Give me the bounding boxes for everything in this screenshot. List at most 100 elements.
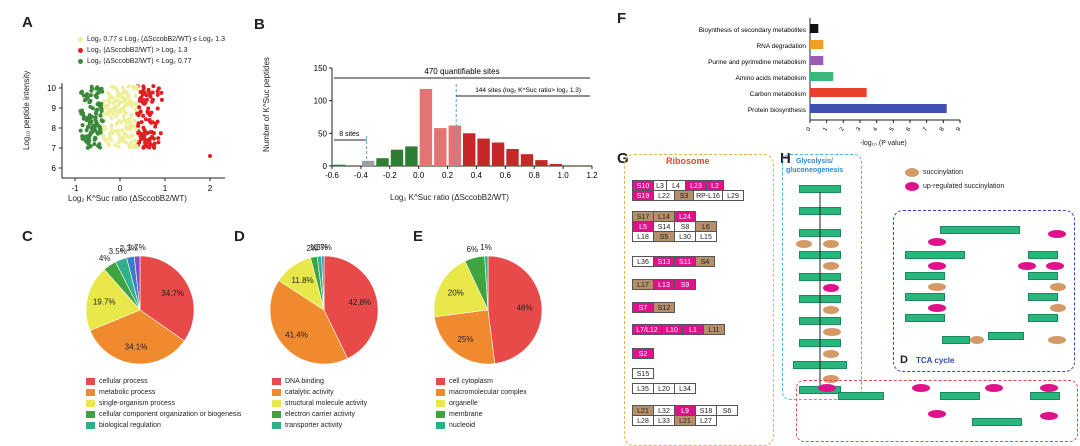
legend-text: Log₂ (ΔSccobB2/WT) < Log₂ 0.77 — [87, 57, 192, 65]
enzyme-oval — [823, 240, 839, 248]
protein-box: L22 — [653, 190, 675, 201]
metabolite-box — [905, 251, 965, 259]
protein-box: S12 — [653, 302, 675, 313]
data-point — [155, 106, 160, 111]
data-point — [96, 90, 101, 95]
legend-swatch — [86, 400, 95, 407]
histogram-bar — [506, 149, 519, 166]
data-point — [80, 89, 84, 94]
x-tick-label: 3 — [856, 126, 863, 132]
data-point — [138, 137, 143, 142]
data-point — [78, 109, 83, 113]
data-point — [159, 97, 164, 102]
data-point — [128, 116, 133, 121]
enzyme-oval — [796, 240, 812, 248]
protein-box: RP-L16 — [693, 190, 723, 201]
pie-value-label: 2.3% — [120, 244, 138, 253]
data-point — [106, 142, 111, 146]
enzyme-oval — [1040, 412, 1058, 420]
enzyme-oval — [1040, 384, 1058, 392]
x-tick-label: 0.0 — [413, 171, 425, 180]
protein-box: L11 — [703, 324, 725, 335]
data-point — [144, 93, 149, 98]
protein-box: S2 — [632, 348, 654, 359]
y-tick-label: 0 — [323, 162, 328, 171]
enzyme-oval — [928, 238, 946, 246]
data-point — [121, 114, 126, 119]
data-point — [141, 145, 146, 150]
x-tick-label: 8 — [939, 126, 946, 132]
metabolite-box — [1030, 392, 1060, 400]
legend-text: single-organism process — [99, 399, 175, 407]
metabolite-box — [1028, 293, 1058, 301]
glycolysis-title-1: Glycolysis/ — [796, 158, 833, 165]
legend-text: metabolic process — [99, 388, 156, 396]
protein-box: S7 — [632, 302, 654, 313]
data-point — [156, 136, 161, 141]
legend-dot — [78, 48, 83, 53]
x-tick-label: -0.4 — [354, 171, 368, 180]
pie-value-label: 2% — [306, 244, 318, 253]
data-point — [122, 103, 127, 108]
y-tick-label: 10 — [47, 84, 56, 93]
ribosome-row: L35 L20 L34 — [632, 383, 696, 394]
histogram-bar — [333, 164, 346, 166]
category-bar — [810, 88, 867, 97]
metabolite-box — [905, 314, 945, 322]
protein-box: L33 — [653, 415, 675, 426]
data-point — [129, 100, 134, 105]
legend-swatch — [272, 422, 281, 429]
panel-a-scatter: 10 9 8 7 6 -1 0 1 2 — [47, 83, 225, 193]
pie-slice — [89, 309, 185, 365]
data-point — [155, 92, 160, 97]
data-point — [92, 137, 97, 142]
tca-frame — [893, 210, 1075, 372]
data-point — [116, 119, 121, 123]
pie-value-label: 25% — [457, 335, 473, 344]
x-tick-label: 5 — [889, 126, 896, 132]
data-point — [145, 140, 150, 145]
data-point — [114, 114, 119, 118]
enzyme-oval — [1048, 336, 1066, 344]
legend-dot — [78, 37, 83, 42]
protein-box: L27 — [695, 415, 717, 426]
metabolite-box — [972, 418, 1022, 426]
data-point — [148, 92, 153, 96]
data-point — [102, 99, 106, 104]
metabolite-box — [988, 332, 1024, 340]
pie-value-label: 41.4% — [285, 330, 308, 339]
legend-text: DNA binding — [285, 377, 324, 385]
data-point — [83, 138, 88, 143]
y-tick-label: 9 — [52, 104, 57, 113]
x-tick-label: 1 — [163, 184, 168, 193]
histogram-bar — [419, 88, 433, 166]
legend-text: catalytic activity — [285, 388, 334, 396]
protein-box: S3 — [674, 190, 694, 201]
left-sites-label: 8 sites — [339, 131, 360, 138]
histogram-bar — [535, 160, 548, 166]
data-point — [111, 101, 116, 105]
legend-text: transporter activity — [285, 421, 343, 429]
right-sites-label: 144 sites (log₂ K^Suc ratio> log₂ 1.3) — [475, 87, 581, 94]
data-point — [122, 117, 127, 122]
protein-box: L36 — [632, 256, 654, 267]
legend-text: organelle — [449, 399, 478, 407]
legend-dot — [78, 59, 83, 64]
data-point — [120, 85, 125, 90]
data-point — [123, 89, 128, 94]
protein-box: L34 — [674, 383, 696, 394]
histogram-bar — [405, 146, 418, 166]
data-point — [117, 92, 122, 97]
data-point — [101, 133, 106, 138]
data-point — [94, 86, 99, 91]
ribosome-row: S2 — [632, 348, 654, 359]
enzyme-oval — [970, 336, 984, 344]
protein-box: S11 — [674, 256, 696, 267]
data-point — [86, 141, 91, 146]
y-tick-label: 7 — [52, 144, 57, 153]
data-point — [88, 119, 92, 124]
data-point — [102, 125, 106, 130]
data-point — [89, 88, 94, 93]
y-tick-label: 100 — [314, 97, 328, 106]
data-point — [129, 103, 134, 108]
